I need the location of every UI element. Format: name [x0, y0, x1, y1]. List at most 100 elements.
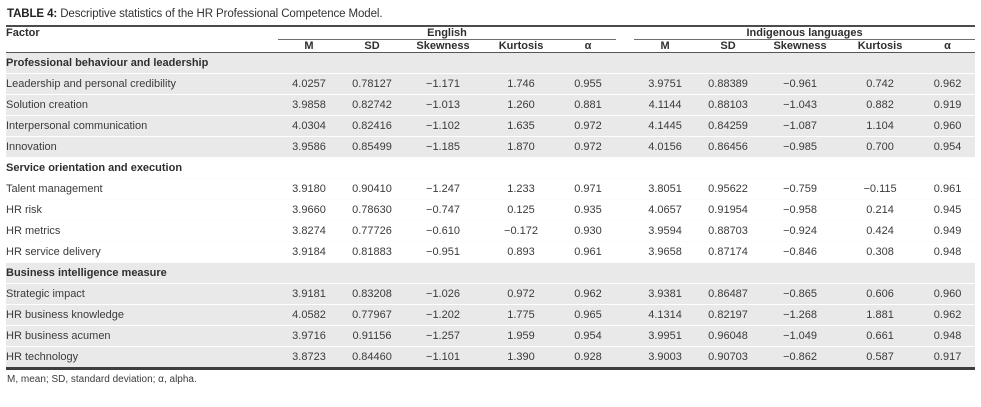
- indigenous-value-cell: 3.9951: [634, 325, 697, 347]
- section-name: Business intelligence measure: [6, 262, 976, 284]
- indigenous-value-cell: 3.8051: [634, 178, 697, 200]
- indigenous-value-cell: 0.84259: [696, 115, 761, 137]
- spacer-cell: [616, 283, 635, 305]
- column-header-english-alpha: α: [560, 39, 617, 53]
- spacer-cell: [616, 241, 635, 263]
- indigenous-value-cell: −1.043: [760, 94, 841, 116]
- indigenous-value-cell: 0.960: [920, 115, 976, 137]
- indigenous-value-cell: 0.960: [920, 283, 976, 305]
- indigenous-value-cell: 0.96048: [696, 325, 761, 347]
- indigenous-value-cell: 0.948: [920, 241, 976, 263]
- indigenous-value-cell: −0.961: [760, 73, 841, 95]
- indigenous-value-cell: 0.86456: [696, 136, 761, 158]
- indigenous-value-cell: 0.742: [840, 73, 921, 95]
- sub-header-spacer: [616, 39, 635, 53]
- spacer-cell: [616, 199, 635, 221]
- english-value-cell: −0.610: [404, 220, 482, 242]
- factor-cell: HR metrics: [6, 220, 278, 242]
- column-header-indigenous-skewness: Skewness: [760, 39, 841, 53]
- table-body: Professional behaviour and leadership Lea…: [6, 52, 976, 369]
- english-value-cell: 0.90410: [340, 178, 404, 200]
- section-header-row: Professional behaviour and leadership: [6, 52, 976, 74]
- indigenous-value-cell: 0.954: [920, 136, 976, 158]
- indigenous-value-cell: 0.88103: [696, 94, 761, 116]
- english-value-cell: 0.82742: [340, 94, 404, 116]
- spacer-cell: [616, 325, 635, 347]
- column-header-english-sd: SD: [340, 39, 404, 53]
- english-value-cell: 3.9586: [278, 136, 340, 158]
- indigenous-value-cell: 0.82197: [696, 304, 761, 326]
- english-value-cell: 0.962: [560, 283, 617, 305]
- english-value-cell: 1.260: [482, 94, 560, 116]
- english-value-cell: −0.172: [482, 220, 560, 242]
- indigenous-value-cell: −0.846: [760, 241, 841, 263]
- indigenous-value-cell: 0.90703: [708, 351, 748, 363]
- english-value-cell: 0.78127: [340, 73, 404, 95]
- english-value-cell: 0.971: [560, 178, 617, 200]
- english-value-cell: 0.83208: [340, 283, 404, 305]
- english-value-cell: −1.013: [404, 94, 482, 116]
- indigenous-value-cell: −0.924: [760, 220, 841, 242]
- english-value-cell: 4.0304: [278, 115, 340, 137]
- indigenous-value-cell: 0.961: [920, 178, 976, 200]
- spacer-cell: [616, 115, 635, 137]
- indigenous-value-cell: 4.1314: [634, 304, 697, 326]
- english-value-cell: 1.635: [482, 115, 560, 137]
- column-group-english: English: [278, 26, 617, 40]
- english-value-cell: 1.746: [482, 73, 560, 95]
- indigenous-value-cell: 4.1445: [634, 115, 697, 137]
- english-value-cell: 0.935: [560, 199, 617, 221]
- english-value-cell: 0.928: [574, 351, 602, 363]
- indigenous-value-cell: 4.1144: [634, 94, 697, 116]
- english-value-cell: −1.171: [404, 73, 482, 95]
- english-value-cell: 0.125: [482, 199, 560, 221]
- table-caption-text: Descriptive statistics of the HR Profess…: [60, 8, 383, 20]
- indigenous-value-cell: 3.9658: [634, 241, 697, 263]
- indigenous-value-cell: −0.958: [760, 199, 841, 221]
- english-value-cell: 1.775: [482, 304, 560, 326]
- english-value-cell: 0.85499: [340, 136, 404, 158]
- factor-cell: Interpersonal communication: [6, 115, 278, 137]
- column-group-spacer: [616, 26, 634, 40]
- english-value-cell: −0.747: [404, 199, 482, 221]
- english-value-cell: 0.965: [560, 304, 617, 326]
- indigenous-value-cell: −0.985: [760, 136, 841, 158]
- english-value-cell: −1.102: [404, 115, 482, 137]
- table-row: Talent management 3.9180 0.90410 −1.247 1.23…: [6, 178, 976, 200]
- factor-cell: HR business knowledge: [6, 304, 278, 326]
- column-header-indigenous-kurtosis: Kurtosis: [840, 39, 921, 53]
- indigenous-value-cell: 0.919: [920, 94, 976, 116]
- english-value-cell: −1.202: [404, 304, 482, 326]
- table-row: HR service delivery 3.9184 0.81883 −0.951 0.…: [6, 241, 976, 263]
- indigenous-value-cell: 0.424: [840, 220, 921, 242]
- indigenous-value-cell: −1.049: [760, 325, 841, 347]
- spacer-cell: [616, 304, 635, 326]
- spacer-cell: [616, 220, 635, 242]
- column-header-english-kurtosis: Kurtosis: [482, 39, 560, 53]
- descriptive-statistics-table: Factor English Indigenous languages M SD…: [6, 25, 976, 370]
- spacer-cell: [616, 347, 634, 369]
- indigenous-value-cell: 1.881: [840, 304, 921, 326]
- factor-cell: Innovation: [6, 136, 278, 158]
- english-value-cell: 1.390: [507, 351, 535, 363]
- english-value-cell: 3.9184: [278, 241, 340, 263]
- indigenous-value-cell: 0.949: [920, 220, 976, 242]
- indigenous-value-cell: 4.0657: [634, 199, 697, 221]
- english-value-cell: 0.930: [560, 220, 617, 242]
- table-header: Factor English Indigenous languages M SD…: [6, 26, 976, 53]
- english-value-cell: 0.972: [560, 115, 617, 137]
- table-row: HR business acumen 3.9716 0.91156 −1.257 1.9…: [6, 325, 976, 347]
- indigenous-value-cell: 0.86487: [696, 283, 761, 305]
- english-value-cell: 3.9716: [278, 325, 340, 347]
- group-header-row: Factor English Indigenous languages: [6, 26, 976, 53]
- english-value-cell: 0.78630: [340, 199, 404, 221]
- english-value-cell: 0.972: [560, 136, 617, 158]
- section-name: Service orientation and execution: [6, 157, 976, 179]
- indigenous-value-cell: 0.962: [920, 73, 976, 95]
- indigenous-value-cell: 0.214: [840, 199, 921, 221]
- english-value-cell: 0.881: [560, 94, 617, 116]
- factor-cell: Leadership and personal credibility: [6, 73, 278, 95]
- indigenous-value-cell: 1.104: [840, 115, 921, 137]
- indigenous-value-cell: 0.917: [933, 351, 962, 363]
